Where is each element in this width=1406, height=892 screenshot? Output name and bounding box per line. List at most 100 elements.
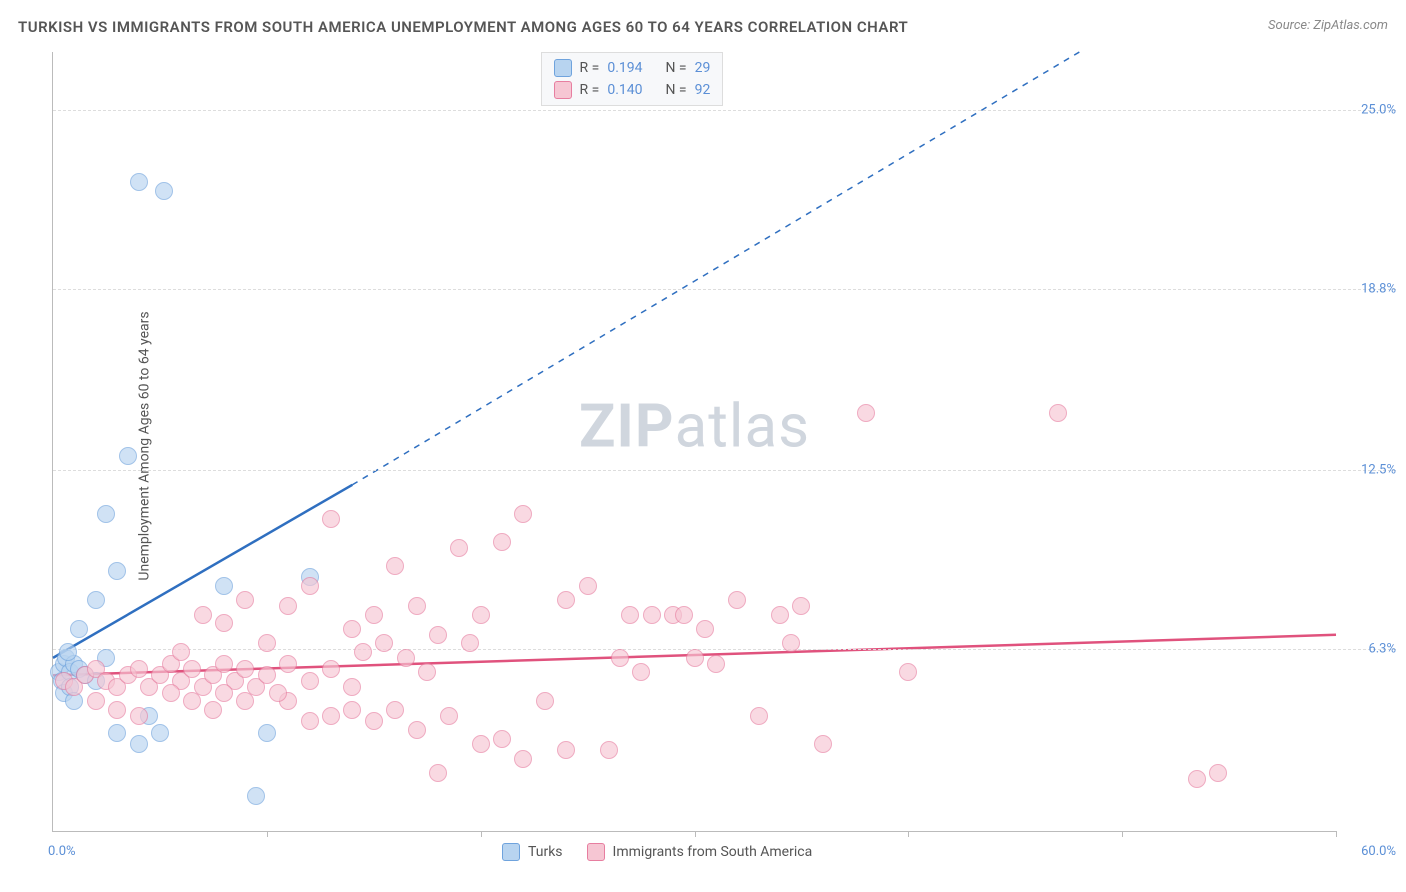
data-point <box>493 730 511 748</box>
data-point <box>675 606 693 624</box>
stats-legend: R = 0.194 N = 29 R = 0.140 N = 92 <box>541 52 724 106</box>
data-point <box>322 660 340 678</box>
legend-n-label: N = <box>665 60 686 76</box>
legend-n-value: 92 <box>695 82 711 98</box>
x-tick <box>267 831 268 837</box>
data-point <box>70 620 88 638</box>
legend-r-value: 0.194 <box>607 60 642 76</box>
data-point <box>155 182 173 200</box>
data-point <box>728 591 746 609</box>
data-point <box>493 533 511 551</box>
data-point <box>899 663 917 681</box>
gridline <box>53 649 1396 650</box>
legend-stat-row: R = 0.140 N = 92 <box>554 79 711 101</box>
series-legend: Turks Immigrants from South America <box>502 843 812 861</box>
legend-series-name: Turks <box>528 844 563 860</box>
data-point <box>461 634 479 652</box>
data-point <box>87 591 105 609</box>
data-point <box>247 787 265 805</box>
data-point <box>108 701 126 719</box>
data-point <box>236 660 254 678</box>
data-point <box>258 724 276 742</box>
data-point <box>696 620 714 638</box>
x-tick <box>695 831 696 837</box>
data-point <box>514 750 532 768</box>
data-point <box>162 684 180 702</box>
data-point <box>440 707 458 725</box>
data-point <box>857 404 875 422</box>
legend-swatch <box>554 59 572 77</box>
data-point <box>707 655 725 673</box>
data-point <box>472 606 490 624</box>
data-point <box>429 764 447 782</box>
data-point <box>1049 404 1067 422</box>
data-point <box>643 606 661 624</box>
data-point <box>108 562 126 580</box>
data-point <box>215 614 233 632</box>
data-point <box>108 724 126 742</box>
gridline <box>53 470 1396 471</box>
data-point <box>269 684 287 702</box>
y-tick-label: 12.5% <box>1341 463 1396 478</box>
data-point <box>119 447 137 465</box>
data-point <box>814 735 832 753</box>
data-point <box>130 173 148 191</box>
data-point <box>792 597 810 615</box>
data-point <box>354 643 372 661</box>
data-point <box>172 643 190 661</box>
data-point <box>408 597 426 615</box>
data-point <box>686 649 704 667</box>
plot-area: ZIPatlas R = 0.194 N = 29 R = 0.140 N = … <box>52 52 1336 832</box>
data-point <box>418 663 436 681</box>
data-point <box>429 626 447 644</box>
data-point <box>130 660 148 678</box>
data-point <box>771 606 789 624</box>
data-point <box>782 634 800 652</box>
legend-r-value: 0.140 <box>607 82 642 98</box>
legend-n-label: N = <box>665 82 686 98</box>
y-tick-label: 18.8% <box>1341 281 1396 296</box>
data-point <box>236 591 254 609</box>
data-point <box>301 712 319 730</box>
data-point <box>258 634 276 652</box>
data-point <box>279 655 297 673</box>
data-point <box>600 741 618 759</box>
data-point <box>408 721 426 739</box>
data-point <box>621 606 639 624</box>
legend-stat-row: R = 0.194 N = 29 <box>554 57 711 79</box>
data-point <box>579 577 597 595</box>
legend-swatch <box>554 81 572 99</box>
trend-lines <box>53 52 1336 831</box>
x-axis-max: 60.0% <box>1361 844 1396 859</box>
data-point <box>236 692 254 710</box>
legend-swatch <box>502 843 520 861</box>
x-tick <box>1122 831 1123 837</box>
legend-series-name: Immigrants from South America <box>613 844 813 860</box>
data-point <box>130 707 148 725</box>
data-point <box>215 577 233 595</box>
data-point <box>536 692 554 710</box>
data-point <box>472 735 490 753</box>
data-point <box>194 606 212 624</box>
gridline <box>53 289 1396 290</box>
source-label: Source: ZipAtlas.com <box>1268 18 1388 33</box>
data-point <box>343 701 361 719</box>
data-point <box>365 606 383 624</box>
legend-swatch <box>587 843 605 861</box>
data-point <box>557 591 575 609</box>
data-point <box>343 678 361 696</box>
data-point <box>204 701 222 719</box>
data-point <box>1209 764 1227 782</box>
x-tick <box>481 831 482 837</box>
x-axis-min: 0.0% <box>48 844 76 859</box>
data-point <box>514 505 532 523</box>
data-point <box>322 510 340 528</box>
data-point <box>301 672 319 690</box>
data-point <box>750 707 768 725</box>
data-point <box>397 649 415 667</box>
y-tick-label: 25.0% <box>1341 102 1396 117</box>
data-point <box>450 539 468 557</box>
legend-item: Immigrants from South America <box>587 843 813 861</box>
chart-title: TURKISH VS IMMIGRANTS FROM SOUTH AMERICA… <box>18 18 908 36</box>
data-point <box>632 663 650 681</box>
